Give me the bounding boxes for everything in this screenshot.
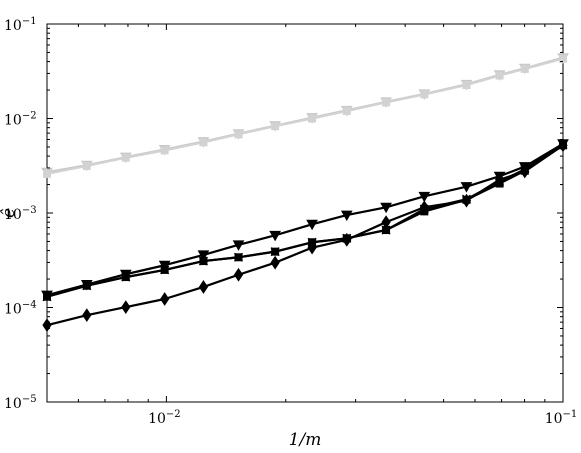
data-point [308, 114, 317, 123]
data-point [82, 161, 91, 170]
ticks-layer: 10−2 10−1 10−1 10−2 10−3 10−4 10−5 [4, 16, 577, 427]
data-point [233, 267, 244, 282]
data-point [160, 292, 170, 306]
data-point [82, 281, 92, 291]
plot-frame [46, 23, 564, 403]
data-point [158, 260, 171, 272]
data-point [121, 272, 131, 282]
series-layer [41, 53, 569, 333]
data-point [234, 130, 243, 139]
data-point [462, 81, 471, 90]
data-point [520, 164, 530, 179]
data-point [342, 232, 352, 247]
data-point [270, 247, 280, 257]
data-point [232, 240, 245, 251]
series-5 [42, 140, 568, 302]
data-point [558, 138, 568, 153]
data-point [42, 292, 52, 302]
data-point [381, 215, 391, 230]
data-point [307, 240, 317, 255]
data-point [197, 250, 210, 261]
data-point [460, 182, 473, 193]
data-point [380, 202, 392, 214]
x-tick-label: 10−2 [148, 409, 181, 427]
series-line [46, 144, 564, 327]
y-tick-label: 10−2 [4, 111, 37, 129]
data-point [271, 122, 280, 131]
data-point [43, 169, 51, 178]
y-tick-label: 10−3 [4, 205, 37, 223]
data-point [198, 256, 208, 266]
y-axis-label: ê [0, 208, 19, 218]
data-point [160, 146, 169, 155]
x-tick-label: 10−1 [545, 409, 578, 427]
data-point [420, 90, 429, 99]
data-point [121, 300, 131, 314]
data-point [306, 219, 318, 231]
series-3 [41, 139, 569, 302]
data-point [198, 280, 209, 294]
data-point [340, 210, 353, 222]
data-point [419, 200, 429, 215]
series-6 [42, 138, 568, 333]
data-point [382, 98, 391, 107]
data-point [233, 252, 244, 262]
data-point [269, 230, 281, 242]
y-tick-label: 10−1 [4, 16, 37, 34]
data-point [381, 225, 391, 235]
data-point [82, 308, 92, 323]
series-4 [43, 141, 567, 301]
data-point [520, 64, 529, 73]
x-axis-label: 1/m [289, 430, 322, 450]
series-2 [43, 54, 567, 178]
data-point [461, 193, 472, 208]
data-point [342, 107, 351, 116]
data-point [270, 255, 280, 270]
data-point [160, 265, 170, 275]
data-point [559, 54, 567, 63]
data-point [495, 71, 504, 80]
data-point [199, 138, 208, 147]
y-tick-label: 10−5 [4, 394, 37, 412]
data-point [42, 318, 52, 333]
data-point [121, 153, 130, 162]
data-point [494, 172, 505, 187]
data-point [418, 191, 431, 203]
y-tick-label: 10−4 [4, 300, 37, 318]
